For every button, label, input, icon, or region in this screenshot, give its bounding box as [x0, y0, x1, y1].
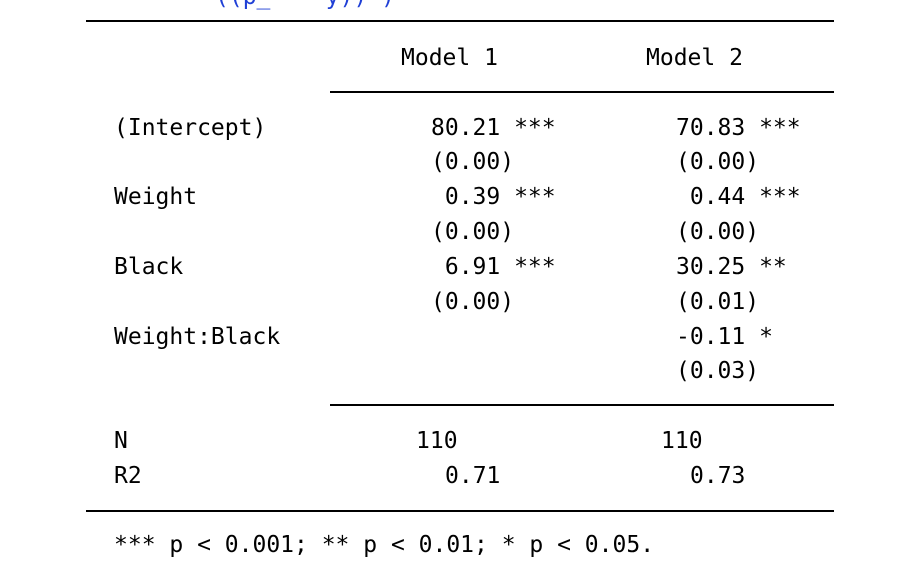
n-model-1: 110: [416, 428, 458, 454]
row-label-weight-black: Weight:Black: [114, 324, 281, 350]
intercept-model-2-estimate: 70.83 ***: [676, 115, 801, 141]
weight-model-1-estimate: 0.39 ***: [431, 184, 556, 210]
black-model-2-estimate: 30.25 **: [676, 254, 787, 280]
row-label-black: Black: [114, 254, 184, 280]
black-model-1-se: (0.00): [431, 289, 515, 315]
weight-model-2-estimate: 0.44 ***: [676, 184, 801, 210]
weight-model-1-se: (0.00): [431, 219, 515, 245]
header-rule: [330, 91, 834, 93]
stat-label-r2: R2: [114, 463, 142, 489]
intercept-model-2-se: (0.00): [676, 149, 760, 175]
table-bottom-rule: [86, 510, 834, 512]
n-model-2: 110: [661, 428, 703, 454]
stat-label-n: N: [114, 428, 128, 454]
column-header-model-2: Model 2: [646, 45, 743, 71]
row-label-weight: Weight: [114, 184, 198, 210]
top-partial-text: ((p_ y)) ): [215, 0, 395, 9]
weight-model-2-se: (0.00): [676, 219, 760, 245]
intercept-model-1-se: (0.00): [431, 149, 515, 175]
r2-model-1: 0.71: [445, 463, 501, 489]
weight-black-model-2-estimate: -0.11 *: [676, 324, 773, 350]
stats-rule: [330, 404, 834, 406]
black-model-1-estimate: 6.91 ***: [431, 254, 556, 280]
table-top-rule: [86, 20, 834, 22]
row-label-intercept: (Intercept): [114, 115, 267, 141]
black-model-2-se: (0.01): [676, 289, 760, 315]
intercept-model-1-estimate: 80.21 ***: [431, 115, 556, 141]
significance-footnote: *** p < 0.001; ** p < 0.01; * p < 0.05.: [114, 532, 655, 558]
weight-black-model-2-se: (0.03): [676, 358, 760, 384]
column-header-model-1: Model 1: [401, 45, 498, 71]
r2-model-2: 0.73: [690, 463, 746, 489]
